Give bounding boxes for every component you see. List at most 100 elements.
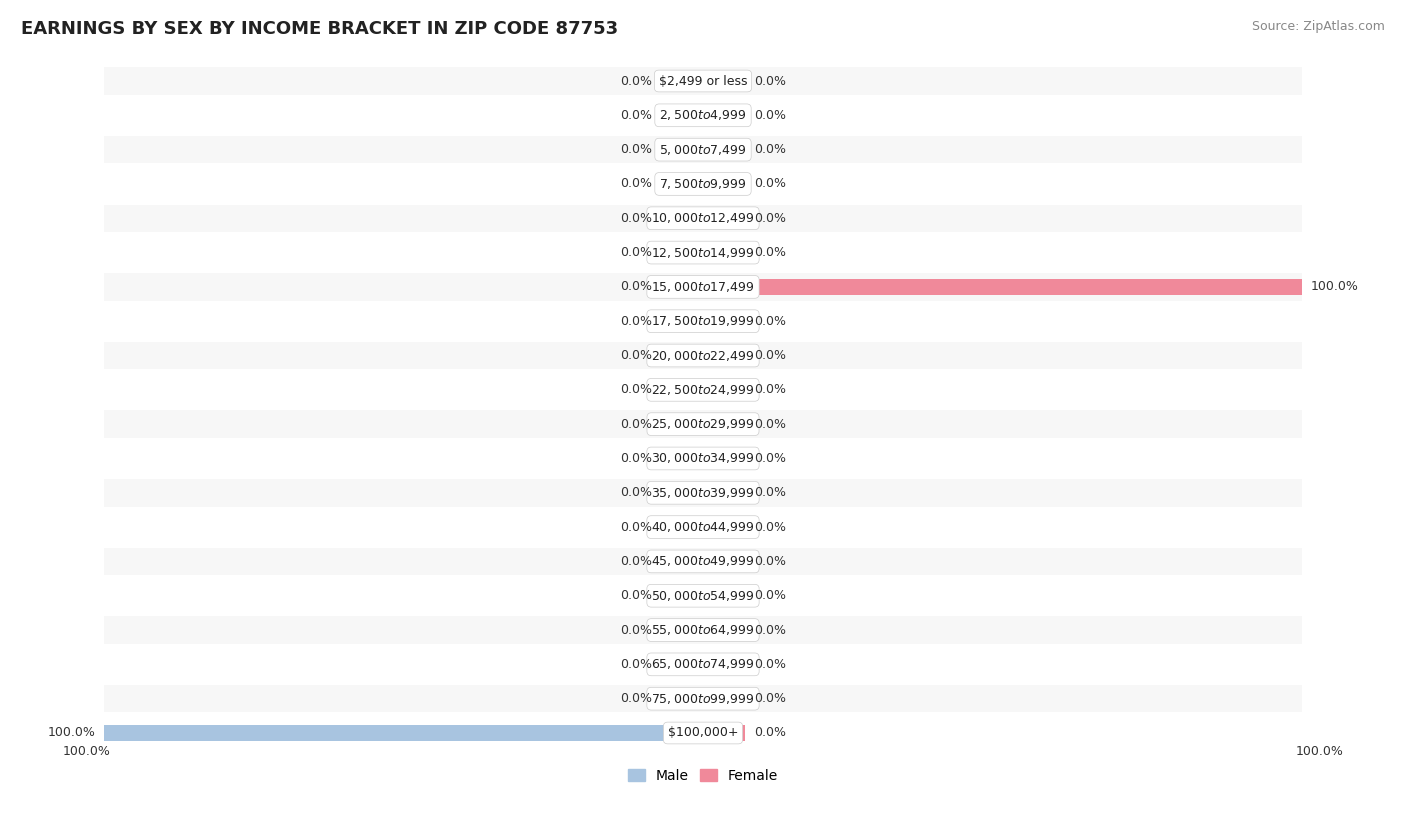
Text: 0.0%: 0.0%: [620, 109, 652, 122]
Text: 100.0%: 100.0%: [1310, 280, 1358, 293]
Bar: [661, 554, 703, 570]
Text: $7,500 to $9,999: $7,500 to $9,999: [659, 177, 747, 191]
Bar: [661, 107, 703, 124]
Text: $5,000 to $7,499: $5,000 to $7,499: [659, 142, 747, 156]
Bar: [104, 170, 1302, 198]
Text: $15,000 to $17,499: $15,000 to $17,499: [651, 280, 755, 294]
Text: 100.0%: 100.0%: [48, 727, 96, 739]
Bar: [104, 616, 1302, 644]
Text: $12,500 to $14,999: $12,500 to $14,999: [651, 246, 755, 260]
Text: 0.0%: 0.0%: [620, 589, 652, 602]
Text: 0.0%: 0.0%: [620, 555, 652, 568]
Text: 0.0%: 0.0%: [620, 658, 652, 671]
Text: 0.0%: 0.0%: [754, 521, 786, 534]
Text: $17,500 to $19,999: $17,500 to $19,999: [651, 314, 755, 328]
Bar: [703, 484, 745, 501]
Bar: [703, 278, 1302, 295]
Text: $45,000 to $49,999: $45,000 to $49,999: [651, 554, 755, 568]
Bar: [703, 588, 745, 604]
Bar: [104, 410, 1302, 438]
Bar: [104, 308, 1302, 335]
Text: 0.0%: 0.0%: [754, 109, 786, 122]
Text: $50,000 to $54,999: $50,000 to $54,999: [651, 589, 755, 602]
Bar: [661, 450, 703, 466]
Text: 0.0%: 0.0%: [620, 177, 652, 190]
Text: 0.0%: 0.0%: [754, 75, 786, 87]
Text: 100.0%: 100.0%: [1296, 746, 1344, 759]
Text: $55,000 to $64,999: $55,000 to $64,999: [651, 623, 755, 637]
Bar: [104, 444, 1302, 472]
Text: 0.0%: 0.0%: [620, 143, 652, 156]
Bar: [104, 720, 1302, 746]
Bar: [104, 650, 1302, 678]
Bar: [703, 348, 745, 364]
Bar: [104, 376, 1302, 404]
Bar: [104, 239, 1302, 266]
Text: 0.0%: 0.0%: [754, 624, 786, 637]
Text: 0.0%: 0.0%: [754, 555, 786, 568]
Bar: [661, 484, 703, 501]
Bar: [104, 342, 1302, 370]
Text: 0.0%: 0.0%: [620, 452, 652, 465]
Text: 0.0%: 0.0%: [754, 452, 786, 465]
Text: Source: ZipAtlas.com: Source: ZipAtlas.com: [1251, 20, 1385, 33]
Text: 0.0%: 0.0%: [754, 486, 786, 499]
Bar: [703, 724, 745, 742]
Bar: [703, 142, 745, 158]
Bar: [703, 210, 745, 226]
Text: 0.0%: 0.0%: [620, 692, 652, 705]
Text: $22,500 to $24,999: $22,500 to $24,999: [651, 383, 755, 397]
Bar: [661, 416, 703, 432]
Bar: [104, 102, 1302, 129]
Bar: [661, 656, 703, 672]
Bar: [661, 142, 703, 158]
Bar: [104, 685, 1302, 712]
Text: $10,000 to $12,499: $10,000 to $12,499: [651, 212, 755, 225]
Text: 0.0%: 0.0%: [620, 75, 652, 87]
Bar: [661, 72, 703, 90]
Bar: [104, 479, 1302, 506]
Text: 0.0%: 0.0%: [620, 315, 652, 328]
Text: 0.0%: 0.0%: [754, 589, 786, 602]
Text: 0.0%: 0.0%: [754, 212, 786, 225]
Bar: [661, 348, 703, 364]
Bar: [104, 274, 1302, 300]
Bar: [703, 244, 745, 260]
Text: $20,000 to $22,499: $20,000 to $22,499: [651, 348, 755, 362]
Bar: [104, 548, 1302, 575]
Bar: [104, 724, 703, 742]
Bar: [703, 382, 745, 398]
Text: 0.0%: 0.0%: [754, 315, 786, 328]
Bar: [661, 519, 703, 536]
Text: EARNINGS BY SEX BY INCOME BRACKET IN ZIP CODE 87753: EARNINGS BY SEX BY INCOME BRACKET IN ZIP…: [21, 20, 619, 38]
Bar: [703, 622, 745, 638]
Text: $35,000 to $39,999: $35,000 to $39,999: [651, 486, 755, 500]
Text: 0.0%: 0.0%: [620, 383, 652, 396]
Text: $65,000 to $74,999: $65,000 to $74,999: [651, 658, 755, 672]
Text: 0.0%: 0.0%: [620, 280, 652, 293]
Text: $2,499 or less: $2,499 or less: [659, 75, 747, 87]
Bar: [703, 519, 745, 536]
Text: 0.0%: 0.0%: [620, 486, 652, 499]
Bar: [703, 554, 745, 570]
Bar: [703, 450, 745, 466]
Text: 0.0%: 0.0%: [754, 692, 786, 705]
Bar: [661, 588, 703, 604]
Bar: [661, 313, 703, 330]
Text: $100,000+: $100,000+: [668, 727, 738, 739]
Bar: [104, 204, 1302, 232]
Bar: [703, 416, 745, 432]
Bar: [703, 313, 745, 330]
Text: 0.0%: 0.0%: [754, 143, 786, 156]
Bar: [661, 210, 703, 226]
Text: 0.0%: 0.0%: [620, 349, 652, 362]
Text: 0.0%: 0.0%: [620, 418, 652, 431]
Text: 0.0%: 0.0%: [754, 246, 786, 259]
Text: 0.0%: 0.0%: [620, 521, 652, 534]
Bar: [703, 176, 745, 192]
Bar: [661, 622, 703, 638]
Bar: [703, 107, 745, 124]
Bar: [104, 136, 1302, 164]
Text: 0.0%: 0.0%: [754, 177, 786, 190]
Bar: [104, 582, 1302, 610]
